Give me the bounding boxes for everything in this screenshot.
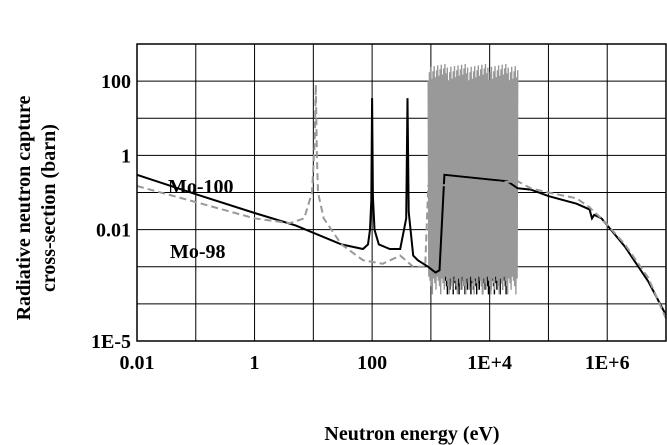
resonance-band-mo-98 bbox=[427, 63, 519, 295]
x-tick-label: 0.01 bbox=[120, 352, 155, 374]
series-lines bbox=[136, 84, 667, 319]
y-tick-label: 1E-5 bbox=[91, 331, 131, 353]
x-tick-label: 1E+6 bbox=[585, 352, 630, 374]
series-line-mo-98 bbox=[136, 84, 667, 319]
y-tick-label: 100 bbox=[101, 71, 131, 93]
series-label-mo-100: Mo-100 bbox=[168, 176, 234, 198]
series-line-mo-100 bbox=[136, 98, 667, 316]
resonance-band-mo-100 bbox=[443, 122, 509, 295]
series-label-mo-98: Mo-98 bbox=[170, 241, 226, 263]
y-axis-title-line-2: cross-section (barn) bbox=[38, 124, 60, 292]
resonance-bands bbox=[427, 63, 519, 295]
plot-frame bbox=[136, 43, 667, 342]
x-axis-title: Neutron energy (eV) bbox=[324, 423, 499, 445]
y-tick-label: 0.01 bbox=[96, 220, 131, 242]
y-axis-title-line-1: Radiative neutron capture bbox=[13, 95, 35, 320]
y-tick-label: 1 bbox=[121, 145, 131, 167]
x-tick-label: 1E+4 bbox=[467, 352, 512, 374]
x-tick-label: 100 bbox=[357, 352, 387, 374]
x-tick-label: 1 bbox=[250, 352, 260, 374]
